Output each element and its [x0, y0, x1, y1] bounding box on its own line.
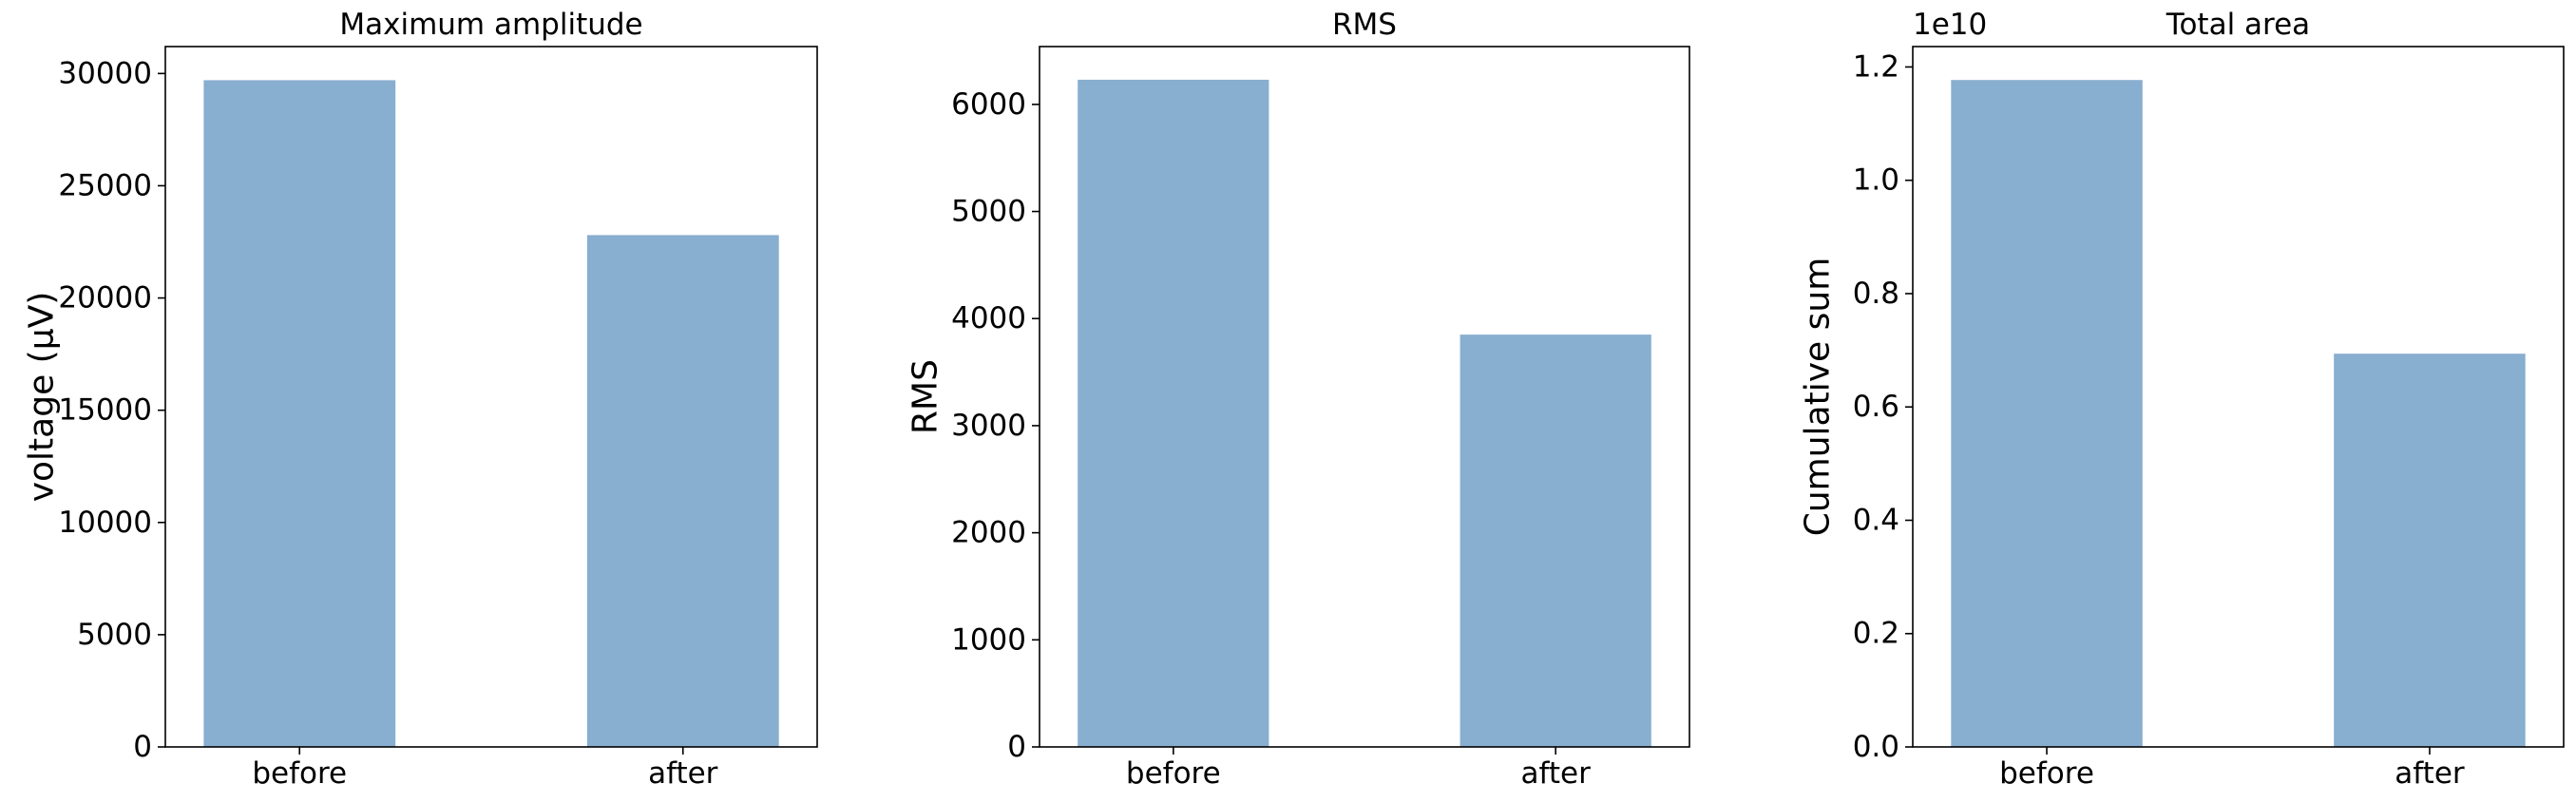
y-tick-label: 0.8 — [1853, 277, 1899, 311]
y-tick-label: 1.2 — [1853, 49, 1899, 84]
panel-rms: 0 1000 2000 3000 4000 5000 6000 before after RMS R… — [906, 8, 1690, 791]
axes-frame — [164, 46, 818, 748]
y-tick-label: 0.2 — [1853, 617, 1899, 651]
x-tick-label-after: after — [1521, 756, 1592, 791]
x-tick-label-before: before — [252, 756, 347, 791]
y-axis-label: RMS — [906, 359, 945, 434]
y-tick-label: 30000 — [58, 56, 152, 90]
x-tick-label-before: before — [1126, 756, 1221, 791]
y-tick-label: 6000 — [951, 87, 1026, 122]
panel-total-area: 0.0 0.2 0.4 0.6 0.8 1.0 1.2 before after Total ar… — [1799, 8, 2565, 791]
bar-maximum-amplitude-before — [203, 80, 396, 747]
y-tick-label: 0 — [133, 730, 152, 764]
bar-total-area-before — [1951, 80, 2143, 747]
y-tick-label: 4000 — [951, 301, 1026, 335]
bar-rms-before — [1078, 79, 1269, 747]
y-tick-label: 20000 — [58, 281, 152, 315]
y-tick-label: 5000 — [77, 618, 152, 652]
y-tick-label: 0.4 — [1853, 503, 1899, 537]
y-tick-label: 0 — [1007, 730, 1026, 764]
x-tick-label-after: after — [648, 756, 718, 791]
y-tick-label: 10000 — [58, 506, 152, 540]
bar-total-area-after — [2334, 354, 2526, 747]
bar-maximum-amplitude-after — [586, 235, 779, 747]
chart-title: Maximum amplitude — [339, 8, 642, 42]
y-axis-label: voltage (μV) — [23, 292, 62, 503]
y-tick-label: 1000 — [951, 622, 1026, 657]
y-axis-label: Cumulative sum — [1799, 258, 1838, 537]
x-tick-label-after: after — [2395, 756, 2465, 791]
chart-title: Total area — [2166, 8, 2310, 42]
chart-title: RMS — [1332, 8, 1397, 42]
axes-frame — [1912, 46, 2565, 748]
y-tick-label: 3000 — [951, 409, 1026, 443]
y-tick-label: 2000 — [951, 516, 1026, 550]
y-tick-label: 15000 — [58, 393, 152, 428]
y-offset-text: 1e10 — [1913, 8, 1987, 42]
y-tick-label: 25000 — [58, 168, 152, 202]
y-tick-label: 0.0 — [1853, 730, 1899, 764]
y-tick-label: 5000 — [951, 195, 1026, 229]
panel-maximum-amplitude: 0 5000 10000 15000 20000 25000 30000 before afte… — [23, 8, 818, 791]
y-tick-label: 0.6 — [1853, 390, 1899, 424]
bar-rms-after — [1460, 335, 1651, 747]
x-tick-label-before: before — [1999, 756, 2094, 791]
y-tick-label: 1.0 — [1853, 163, 1899, 198]
axes-frame — [1039, 46, 1690, 748]
